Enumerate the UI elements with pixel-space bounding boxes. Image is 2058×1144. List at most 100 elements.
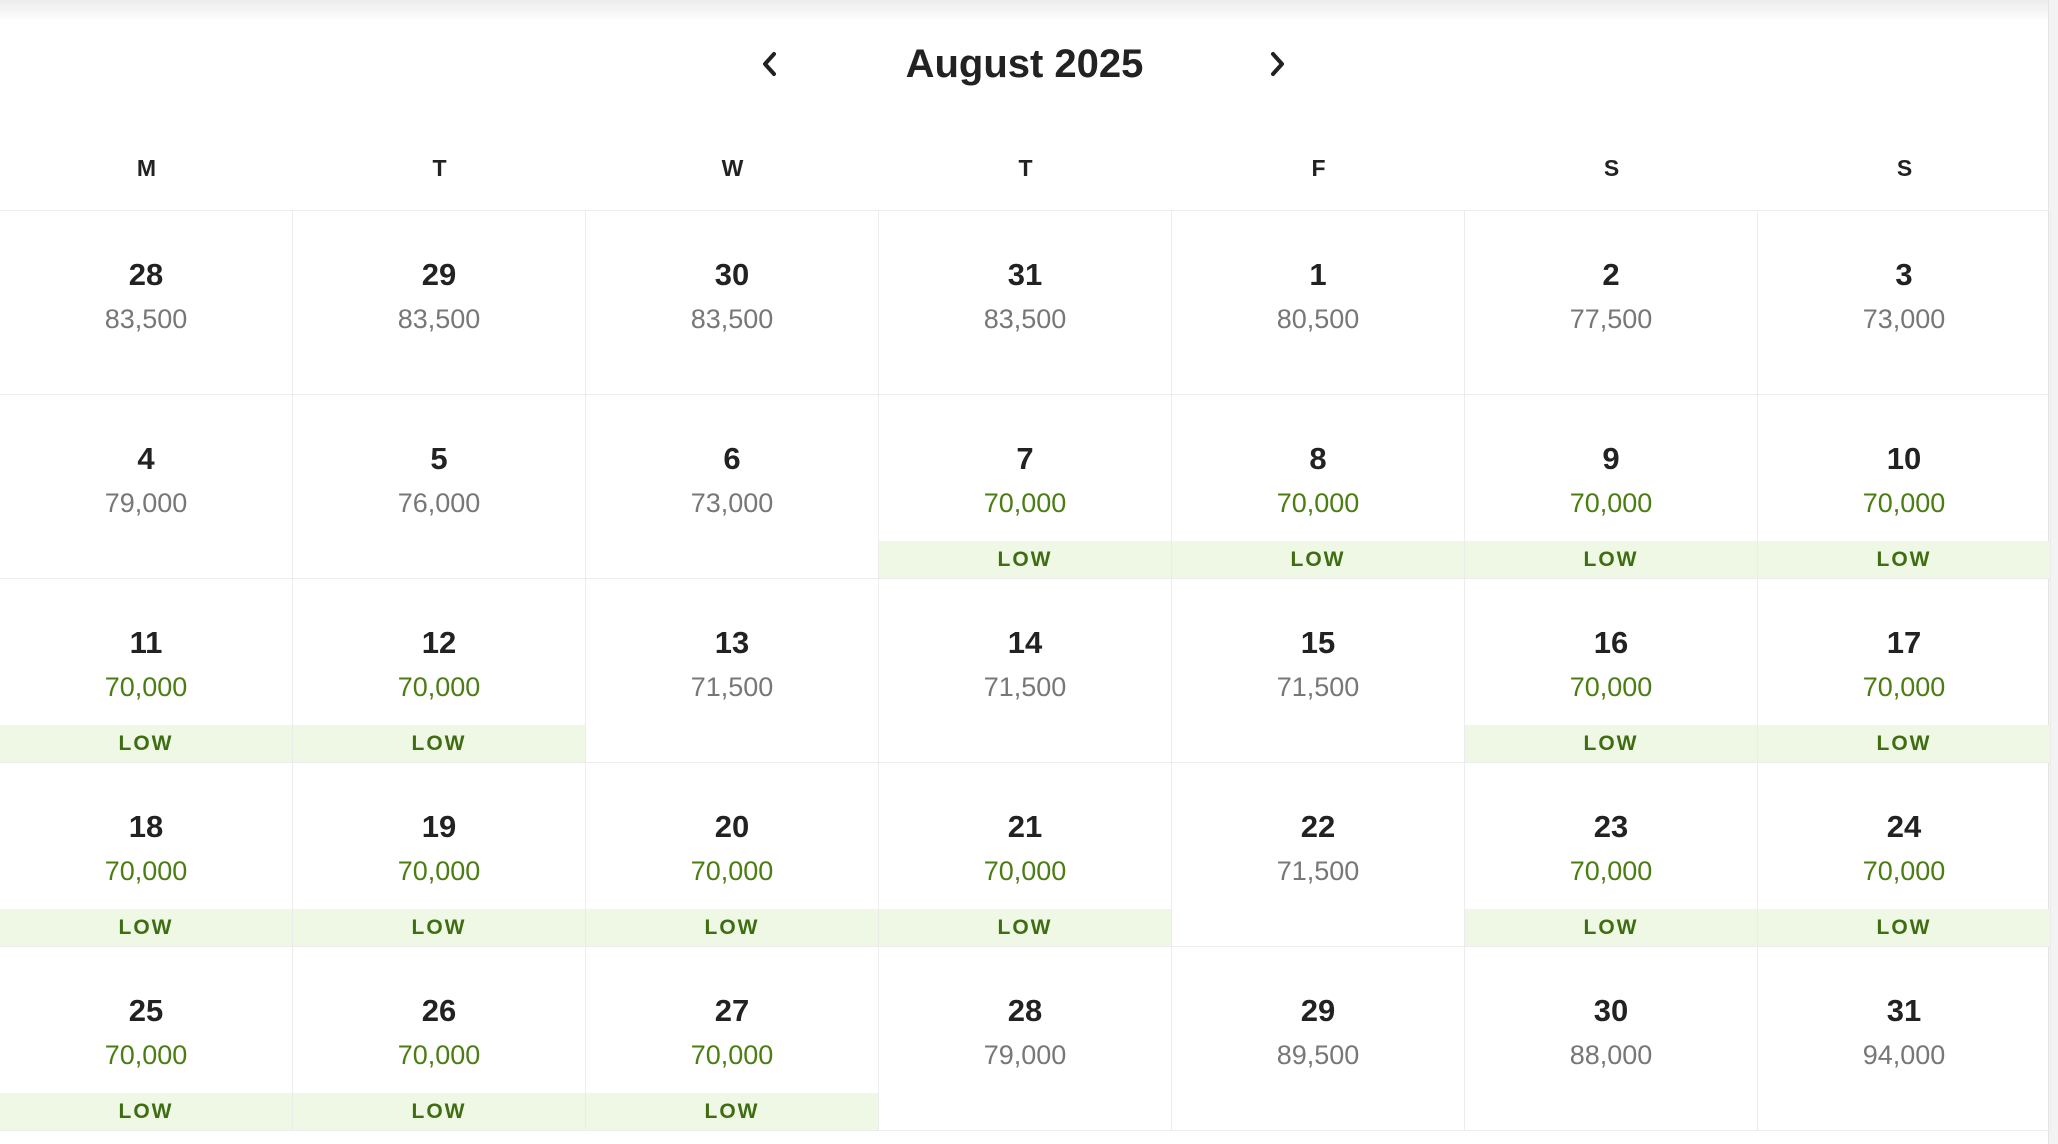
- day-cell[interactable]: 10 70,000 LOW: [1758, 395, 2051, 579]
- day-cell[interactable]: 7 70,000 LOW: [879, 395, 1172, 579]
- day-cell[interactable]: 1 80,500: [1172, 211, 1465, 395]
- price: 83,500: [690, 304, 774, 334]
- prev-month[interactable]: [750, 44, 790, 84]
- day-cell[interactable]: 18 70,000 LOW: [0, 763, 293, 947]
- day-number: 10: [1886, 441, 1922, 476]
- day-cell[interactable]: 17 70,000 LOW: [1758, 579, 2051, 763]
- top-shadow: [0, 0, 2058, 22]
- price: 70,000: [397, 856, 481, 886]
- low-badge: LOW: [879, 909, 1171, 946]
- low-badge: LOW: [293, 725, 585, 762]
- day-cell[interactable]: 8 70,000 LOW: [1172, 395, 1465, 579]
- day-cell[interactable]: 31 83,500: [879, 211, 1172, 395]
- price: 70,000: [397, 672, 481, 702]
- day-cell[interactable]: 24 70,000 LOW: [1758, 763, 2051, 947]
- low-badge: LOW: [293, 1093, 585, 1130]
- day-cell[interactable]: 9 70,000 LOW: [1465, 395, 1758, 579]
- price: 70,000: [1862, 672, 1946, 702]
- weekday-label: F: [1311, 155, 1326, 181]
- day-cell[interactable]: 6 73,000: [586, 395, 879, 579]
- day-cell[interactable]: 22 71,500: [1172, 763, 1465, 947]
- price: 80,500: [1276, 304, 1360, 334]
- day-cell[interactable]: 23 70,000 LOW: [1465, 763, 1758, 947]
- day-cell[interactable]: 25 70,000 LOW: [0, 947, 293, 1131]
- day-cell[interactable]: 29 89,500: [1172, 947, 1465, 1131]
- weekday-label: T: [1018, 155, 1033, 181]
- weekday-label: M: [136, 155, 157, 181]
- day-number: 14: [1007, 625, 1043, 660]
- day-number: 27: [714, 993, 750, 1028]
- day-cell[interactable]: 16 70,000 LOW: [1465, 579, 1758, 763]
- day-cell[interactable]: 11 70,000 LOW: [0, 579, 293, 763]
- day-number: 3: [1895, 257, 1913, 292]
- price: 79,000: [104, 488, 188, 518]
- price: 70,000: [1862, 856, 1946, 886]
- price: 83,500: [104, 304, 188, 334]
- price: 73,000: [1862, 304, 1946, 334]
- day-cell[interactable]: 20 70,000 LOW: [586, 763, 879, 947]
- day-number: 13: [714, 625, 750, 660]
- day-number: 28: [1007, 993, 1043, 1028]
- day-cell[interactable]: 4 79,000: [0, 395, 293, 579]
- price: 83,500: [397, 304, 481, 334]
- weekday-label: S: [1603, 155, 1620, 181]
- day-cell[interactable]: 5 76,000: [293, 395, 586, 579]
- low-badge: LOW: [0, 1093, 292, 1130]
- day-number: 4: [137, 441, 155, 476]
- day-cell[interactable]: 12 70,000 LOW: [293, 579, 586, 763]
- header-divider: [0, 210, 2049, 211]
- low-badge: LOW: [1758, 541, 2050, 578]
- price: 70,000: [1569, 672, 1653, 702]
- day-number: 29: [421, 257, 457, 292]
- day-cell[interactable]: 29 83,500: [293, 211, 586, 395]
- price: 70,000: [104, 1040, 188, 1070]
- low-badge: LOW: [879, 541, 1171, 578]
- price: 70,000: [1276, 488, 1360, 518]
- day-cell[interactable]: 21 70,000 LOW: [879, 763, 1172, 947]
- low-badge: LOW: [1465, 725, 1757, 762]
- price: 94,000: [1862, 1040, 1946, 1070]
- day-cell[interactable]: 3 73,000: [1758, 211, 2051, 395]
- day-cell[interactable]: 30 83,500: [586, 211, 879, 395]
- price: 70,000: [104, 672, 188, 702]
- day-number: 23: [1593, 809, 1629, 844]
- day-number: 16: [1593, 625, 1629, 660]
- day-number: 22: [1300, 809, 1336, 844]
- price: 71,500: [983, 672, 1067, 702]
- day-cell[interactable]: 28 79,000: [879, 947, 1172, 1131]
- price: 71,500: [1276, 856, 1360, 886]
- month-title: August 2025: [905, 42, 1144, 86]
- price: 89,500: [1276, 1040, 1360, 1070]
- day-cell[interactable]: 19 70,000 LOW: [293, 763, 586, 947]
- price: 70,000: [690, 856, 774, 886]
- next-month[interactable]: [1257, 44, 1297, 84]
- day-number: 5: [430, 441, 448, 476]
- day-cell[interactable]: 14 71,500: [879, 579, 1172, 763]
- day-number: 24: [1886, 809, 1922, 844]
- day-number: 17: [1886, 625, 1922, 660]
- day-number: 1: [1309, 257, 1327, 292]
- day-cell[interactable]: 30 88,000: [1465, 947, 1758, 1131]
- day-number: 26: [421, 993, 457, 1028]
- day-number: 29: [1300, 993, 1336, 1028]
- low-badge: LOW: [586, 909, 878, 946]
- price: 73,000: [690, 488, 774, 518]
- price: 71,500: [690, 672, 774, 702]
- day-cell[interactable]: 27 70,000 LOW: [586, 947, 879, 1131]
- day-number: 12: [421, 625, 457, 660]
- day-cell[interactable]: 2 77,500: [1465, 211, 1758, 395]
- price: 77,500: [1569, 304, 1653, 334]
- day-cell[interactable]: 31 94,000: [1758, 947, 2051, 1131]
- day-cell[interactable]: 28 83,500: [0, 211, 293, 395]
- low-badge: LOW: [293, 909, 585, 946]
- price: 83,500: [983, 304, 1067, 334]
- day-cell[interactable]: 26 70,000 LOW: [293, 947, 586, 1131]
- low-badge: LOW: [1465, 909, 1757, 946]
- day-number: 9: [1602, 441, 1620, 476]
- day-number: 21: [1007, 809, 1043, 844]
- day-cell[interactable]: 15 71,500: [1172, 579, 1465, 763]
- day-cell[interactable]: 13 71,500: [586, 579, 879, 763]
- price: 70,000: [1569, 488, 1653, 518]
- low-badge: LOW: [0, 725, 292, 762]
